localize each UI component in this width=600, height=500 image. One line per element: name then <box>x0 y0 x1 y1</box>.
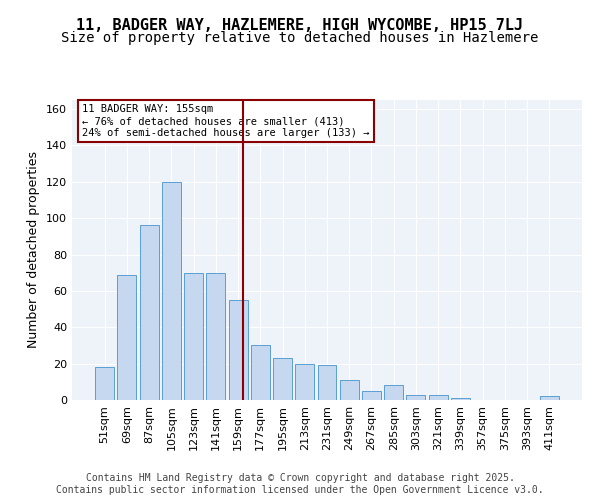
Bar <box>540 396 559 400</box>
Bar <box>384 386 403 400</box>
Text: Contains HM Land Registry data © Crown copyright and database right 2025.
Contai: Contains HM Land Registry data © Crown c… <box>56 474 544 495</box>
Bar <box>340 380 359 400</box>
Bar <box>229 300 248 400</box>
Bar <box>95 368 114 400</box>
Bar <box>273 358 292 400</box>
Bar <box>206 272 225 400</box>
Bar <box>429 394 448 400</box>
Bar <box>451 398 470 400</box>
Bar <box>362 391 381 400</box>
Text: 11 BADGER WAY: 155sqm
← 76% of detached houses are smaller (413)
24% of semi-det: 11 BADGER WAY: 155sqm ← 76% of detached … <box>82 104 370 138</box>
Bar <box>406 394 425 400</box>
Bar <box>140 226 158 400</box>
Bar <box>251 346 270 400</box>
Bar <box>317 366 337 400</box>
Bar <box>118 274 136 400</box>
Text: 11, BADGER WAY, HAZLEMERE, HIGH WYCOMBE, HP15 7LJ: 11, BADGER WAY, HAZLEMERE, HIGH WYCOMBE,… <box>76 18 524 32</box>
Y-axis label: Number of detached properties: Number of detached properties <box>28 152 40 348</box>
Bar <box>295 364 314 400</box>
Bar <box>162 182 181 400</box>
Text: Size of property relative to detached houses in Hazlemere: Size of property relative to detached ho… <box>61 31 539 45</box>
Bar <box>184 272 203 400</box>
